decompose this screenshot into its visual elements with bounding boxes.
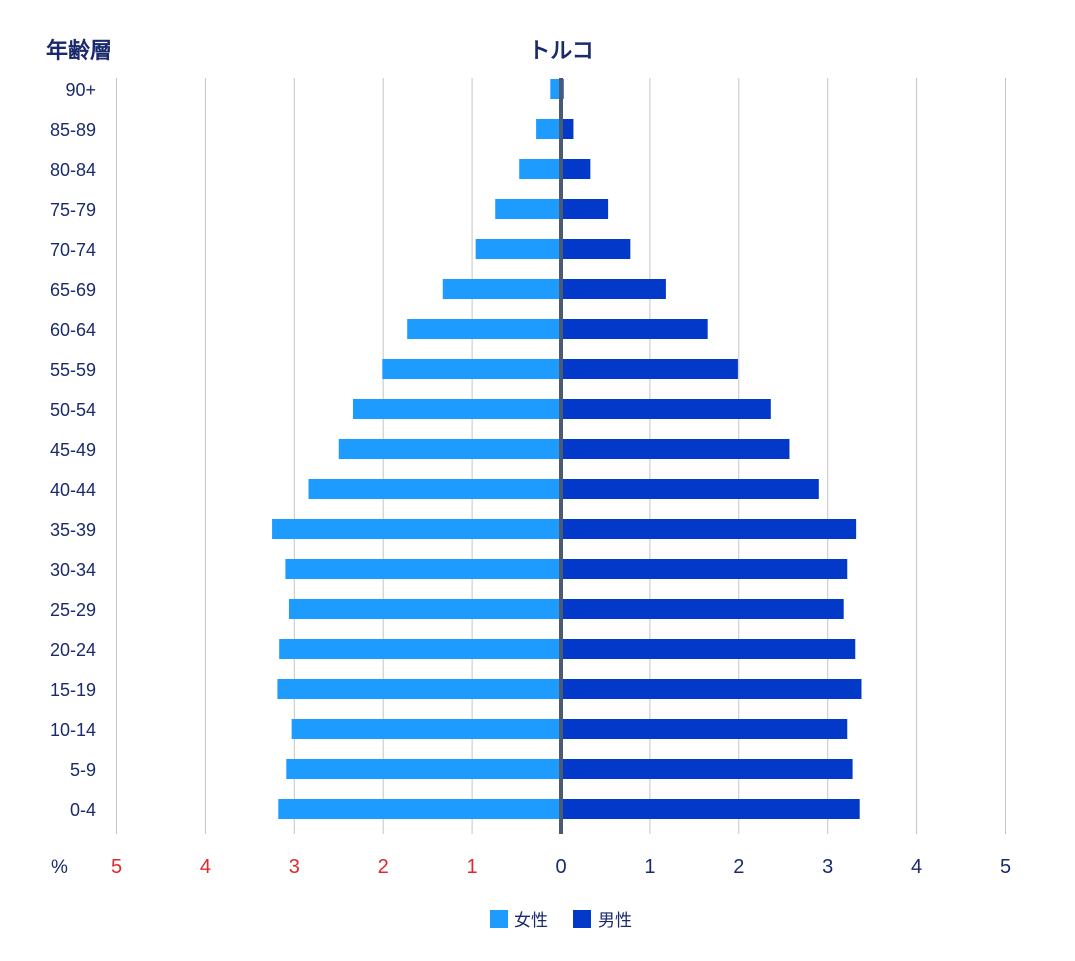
bar-male-10-14 (561, 719, 848, 739)
category-label-85-89: 85-89 (50, 120, 96, 140)
bar-female-85-89 (536, 119, 561, 139)
category-label-90+: 90+ (65, 80, 96, 100)
bar-female-75-79 (495, 199, 561, 219)
bar-female-60-64 (407, 319, 561, 339)
bar-male-55-59 (561, 359, 738, 379)
x-tick-right-3: 3 (822, 856, 833, 878)
category-label-65-69: 65-69 (50, 280, 96, 300)
legend: 女性 男性 (490, 910, 632, 931)
bar-female-55-59 (382, 359, 561, 379)
x-tick-left-1: 1 (467, 856, 478, 878)
chart-title: トルコ (528, 39, 594, 64)
x-axis-unit-label: % (51, 857, 68, 878)
bar-male-85-89 (561, 119, 574, 139)
category-label-20-24: 20-24 (50, 640, 96, 660)
bar-female-65-69 (442, 279, 561, 299)
x-tick-right-2: 2 (733, 856, 744, 878)
bar-female-35-39 (272, 519, 561, 539)
legend-swatch-female (490, 910, 508, 928)
x-tick-left-5: 5 (111, 856, 122, 878)
bar-female-15-19 (277, 679, 561, 699)
bar-male-75-79 (561, 199, 609, 219)
category-label-70-74: 70-74 (50, 240, 96, 260)
y-axis-title: 年齢層 (46, 38, 112, 64)
x-tick-right-4: 4 (911, 856, 922, 878)
bar-male-15-19 (561, 679, 862, 699)
bar-male-60-64 (561, 319, 708, 339)
bar-female-80-84 (519, 159, 561, 179)
bar-female-25-29 (288, 599, 561, 619)
bar-male-70-74 (561, 239, 631, 259)
legend-swatch-male (573, 910, 591, 928)
category-label-15-19: 15-19 (50, 680, 96, 700)
category-label-30-34: 30-34 (50, 560, 96, 580)
bar-male-0-4 (561, 799, 860, 819)
x-tick-right-1: 1 (644, 856, 655, 878)
category-label-60-64: 60-64 (50, 320, 96, 340)
bar-female-30-34 (285, 559, 561, 579)
legend-label-female: 女性 (514, 911, 548, 931)
bar-female-50-54 (352, 399, 561, 419)
bar-male-35-39 (561, 519, 857, 539)
category-label-75-79: 75-79 (50, 200, 96, 220)
category-label-80-84: 80-84 (50, 160, 96, 180)
bar-female-10-14 (291, 719, 561, 739)
bar-female-5-9 (286, 759, 561, 779)
x-tick-right-0: 0 (555, 856, 566, 878)
bar-male-45-49 (561, 439, 790, 459)
bar-male-25-29 (561, 599, 844, 619)
category-label-5-9: 5-9 (70, 760, 96, 780)
x-tick-right-5: 5 (1000, 856, 1011, 878)
category-label-10-14: 10-14 (50, 720, 96, 740)
bar-female-45-49 (338, 439, 561, 459)
bar-female-40-44 (308, 479, 561, 499)
bar-male-20-24 (561, 639, 856, 659)
bar-male-65-69 (561, 279, 666, 299)
axis-labels: 90+85-8980-8475-7970-7465-6960-6455-5950… (50, 80, 1011, 878)
bar-female-70-74 (475, 239, 561, 259)
bars (272, 79, 862, 819)
category-label-55-59: 55-59 (50, 360, 96, 380)
bar-male-80-84 (561, 159, 591, 179)
bar-female-0-4 (278, 799, 561, 819)
bar-female-90+ (550, 79, 561, 99)
bar-male-5-9 (561, 759, 853, 779)
bar-male-30-34 (561, 559, 848, 579)
bar-male-50-54 (561, 399, 771, 419)
x-tick-left-4: 4 (200, 856, 211, 878)
x-tick-left-3: 3 (289, 856, 300, 878)
bar-female-20-24 (279, 639, 561, 659)
category-label-0-4: 0-4 (70, 800, 96, 820)
category-label-25-29: 25-29 (50, 600, 96, 620)
category-label-40-44: 40-44 (50, 480, 96, 500)
category-label-50-54: 50-54 (50, 400, 96, 420)
x-tick-left-2: 2 (378, 856, 389, 878)
bar-male-40-44 (561, 479, 819, 499)
category-label-45-49: 45-49 (50, 440, 96, 460)
category-label-35-39: 35-39 (50, 520, 96, 540)
legend-label-male: 男性 (598, 911, 632, 931)
